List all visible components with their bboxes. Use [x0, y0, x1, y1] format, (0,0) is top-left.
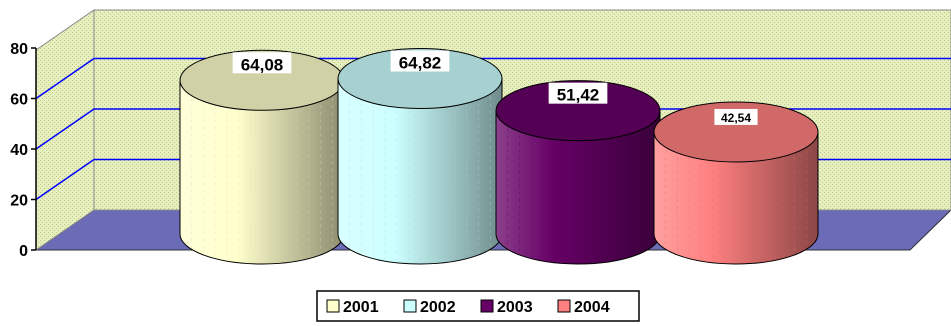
y-tick-label: 80	[10, 41, 28, 58]
cylinder-top	[653, 101, 819, 163]
cylinder-body	[337, 78, 503, 265]
legend: 2001 2002 2003 2004	[316, 290, 640, 322]
cylinder-top	[495, 80, 661, 142]
side-wall	[35, 9, 95, 251]
y-axis: 0 20 40 60 80	[10, 41, 37, 260]
data-label-bg	[714, 108, 758, 125]
legend-swatch-2003	[480, 299, 494, 313]
data-label-bg	[232, 52, 292, 74]
y-tick-label: 0	[19, 243, 28, 260]
data-label: 51,42	[557, 86, 600, 105]
cylinder-2002: 64,82	[337, 48, 503, 265]
y-tick-label: 20	[10, 193, 28, 210]
legend-label-2004: 2004	[574, 299, 610, 316]
bars: 64,08 64,82 51,42 42,54	[179, 48, 819, 265]
cylinder-body	[653, 131, 819, 265]
legend-box	[316, 290, 640, 322]
legend-swatch-2002	[403, 299, 417, 313]
data-label: 64,82	[399, 54, 442, 73]
data-label: 64,08	[241, 55, 284, 74]
gridline	[35, 57, 951, 100]
legend-label-2003: 2003	[497, 299, 533, 316]
legend-swatch-2004	[557, 299, 571, 313]
y-tick-label: 40	[10, 142, 28, 159]
cylinder-2004: 42,54	[653, 101, 819, 265]
data-label: 42,54	[721, 111, 751, 125]
legend-label-2002: 2002	[420, 299, 456, 316]
data-label-bg	[548, 82, 608, 104]
y-tick-label: 60	[10, 92, 28, 109]
cylinder-top	[337, 48, 503, 110]
data-label-bg	[390, 50, 450, 72]
cylinder-2001: 64,08	[179, 49, 345, 265]
legend-swatch-2001	[326, 299, 340, 313]
cylinder-2003: 51,42	[495, 80, 661, 265]
gridline	[35, 108, 951, 150]
cylinder-body	[179, 79, 345, 265]
legend-label-2001: 2001	[343, 299, 379, 316]
